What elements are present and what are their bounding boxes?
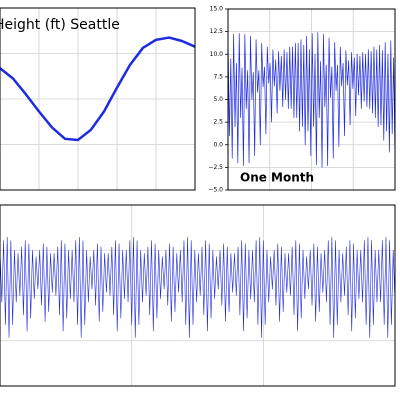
data-line bbox=[0, 237, 396, 338]
axes-frame bbox=[227, 8, 396, 191]
data-line bbox=[227, 32, 396, 168]
y-tick-label: −5.0 bbox=[208, 187, 223, 194]
y-tick-label: 0.0 bbox=[213, 141, 223, 148]
y-tick-label: 2.5 bbox=[213, 119, 223, 126]
data-line bbox=[0, 36, 196, 142]
axes-frame bbox=[0, 204, 396, 387]
y-tick-label: 12.5 bbox=[210, 28, 224, 35]
axes-frame bbox=[0, 7, 196, 191]
chart-title: Height (ft) Seattle bbox=[0, 17, 120, 33]
y-tick-label: 5.0 bbox=[213, 96, 223, 103]
y-tick-label: −2.5 bbox=[208, 164, 223, 171]
y-tick-label: 7.5 bbox=[213, 73, 223, 80]
y-tick-label: 10.0 bbox=[210, 51, 224, 58]
y-tick-label: 15.0 bbox=[210, 6, 224, 13]
panel-label: One Month bbox=[240, 171, 314, 185]
